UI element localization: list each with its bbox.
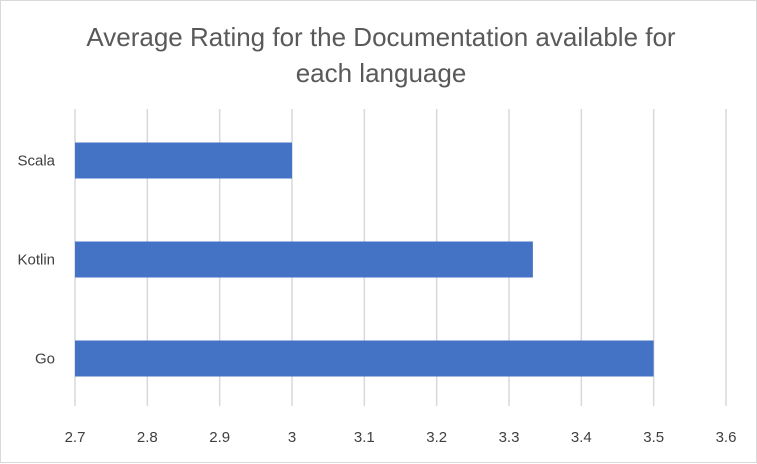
bar-go (75, 340, 654, 377)
x-tick-label: 3.6 (716, 429, 737, 446)
bar-scala (75, 142, 292, 179)
x-tick-label: 3.4 (571, 429, 592, 446)
chart-title-line-2: each language (295, 58, 467, 88)
x-tick-label: 3.2 (426, 429, 447, 446)
x-tick-label: 2.9 (209, 429, 230, 446)
y-category-label: Scala (17, 153, 55, 170)
y-axis: Scala Kotlin Go (17, 153, 55, 368)
x-tick-label: 2.7 (65, 429, 86, 446)
x-tick-label: 2.8 (137, 429, 158, 446)
y-category-label: Kotlin (17, 252, 55, 269)
y-category-label: Go (35, 351, 55, 368)
x-tick-label: 3 (288, 429, 296, 446)
chart-title: Average Rating for the Documentation ava… (61, 19, 701, 91)
bars (75, 142, 654, 377)
x-axis: 2.7 2.8 2.9 3 3.1 3.2 3.3 3.4 3.5 3.6 (65, 429, 737, 446)
x-tick-label: 3.1 (354, 429, 375, 446)
chart-title-line-1: Average Rating for the Documentation ava… (86, 22, 676, 52)
x-tick-label: 3.5 (643, 429, 664, 446)
x-tick-label: 3.3 (499, 429, 520, 446)
bar-kotlin (75, 241, 533, 278)
